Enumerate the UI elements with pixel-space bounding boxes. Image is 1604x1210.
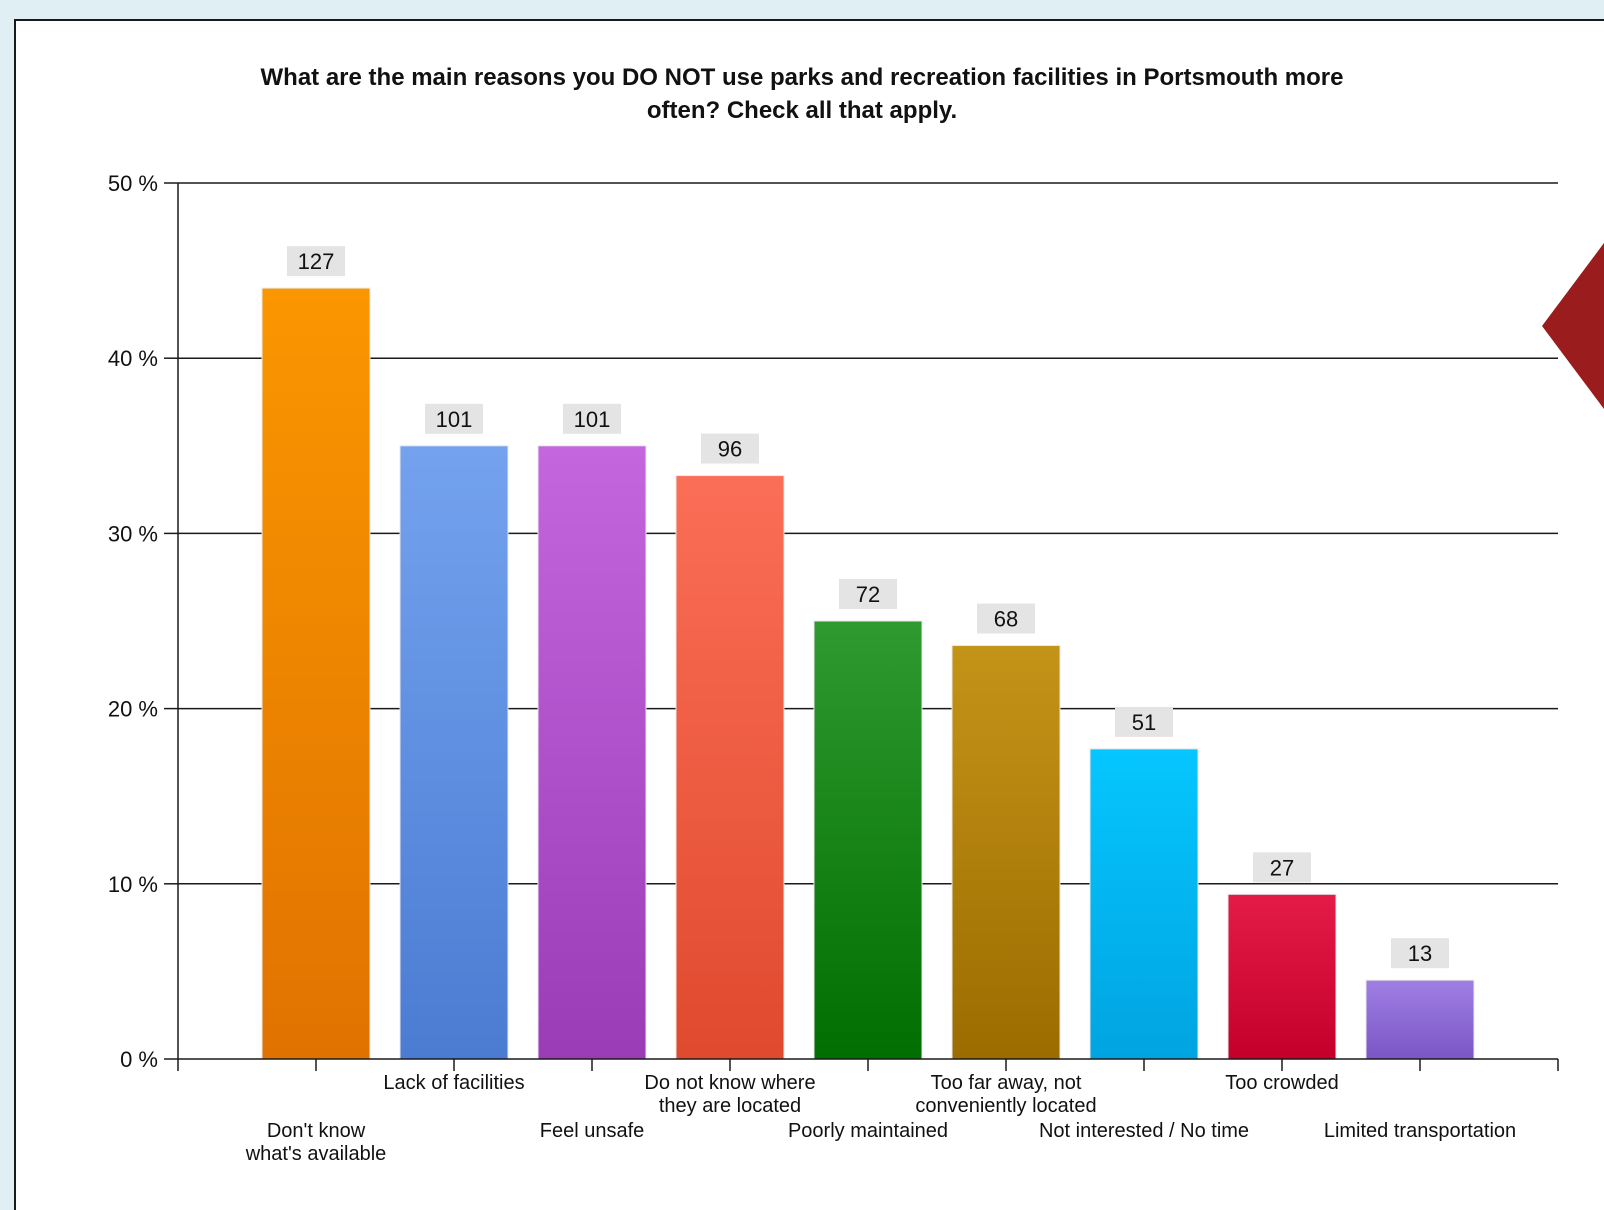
x-tick-label: Too far away, not <box>931 1072 1082 1094</box>
data-label-box <box>1391 938 1449 969</box>
data-label: 127 <box>298 249 335 274</box>
bar <box>1365 979 1475 1060</box>
y-tick-labels: 0 % 10 % 20 % 30 % 40 % 50 % <box>108 171 158 1072</box>
data-label: 13 <box>1408 941 1432 966</box>
x-tick-label: they are located <box>659 1095 801 1117</box>
x-tick-label: Do not know where <box>644 1072 815 1094</box>
data-label: 96 <box>718 437 742 462</box>
data-labels: 127 101 101 96 72 68 51 27 13 <box>287 246 1449 969</box>
bar <box>813 620 923 1060</box>
bar <box>399 445 509 1060</box>
y-tick-label: 40 % <box>108 346 158 371</box>
y-tick-label: 30 % <box>108 521 158 546</box>
x-tick-label: Not interested / No time <box>1039 1120 1249 1142</box>
x-tick-label: Feel unsafe <box>540 1120 645 1142</box>
data-label: 101 <box>574 407 611 432</box>
chart-title: What are the main reasons you DO NOT use… <box>0 61 1604 127</box>
data-label-box <box>287 246 345 277</box>
data-label-box <box>977 603 1035 634</box>
data-label: 27 <box>1270 855 1294 880</box>
data-label-box <box>701 433 759 464</box>
chart-title-line-1: What are the main reasons you DO NOT use… <box>260 64 1344 91</box>
x-tick-label: Limited transportation <box>1324 1120 1516 1142</box>
data-label-box <box>563 403 621 434</box>
data-label-box <box>1253 852 1311 883</box>
data-label-box <box>839 579 897 609</box>
bar <box>951 645 1061 1060</box>
bar <box>261 287 371 1060</box>
x-tick-label: Don't know <box>267 1120 366 1142</box>
x-tick-label: Lack of facilities <box>383 1072 524 1094</box>
y-tick-label: 0 % <box>120 1047 158 1072</box>
data-label-box <box>1115 706 1173 737</box>
bar <box>537 445 647 1060</box>
bar <box>675 475 785 1060</box>
bars <box>261 287 1475 1060</box>
x-tick-label: what's available <box>245 1143 387 1165</box>
bar <box>1227 893 1337 1060</box>
x-tick-label: conveniently located <box>915 1095 1096 1117</box>
x-tick-label: Poorly maintained <box>788 1120 948 1142</box>
x-tick-label: Too crowded <box>1225 1072 1338 1094</box>
data-label: 51 <box>1132 710 1156 735</box>
y-tick-label: 10 % <box>108 872 158 897</box>
data-label-box <box>425 403 483 434</box>
y-tick-label: 50 % <box>108 171 158 196</box>
axes <box>164 182 1559 1071</box>
data-label: 68 <box>994 607 1018 632</box>
y-tick-label: 20 % <box>108 697 158 722</box>
data-label: 101 <box>436 407 473 432</box>
chart-title-line-2: often? Check all that apply. <box>646 97 958 124</box>
data-label: 72 <box>856 582 880 607</box>
